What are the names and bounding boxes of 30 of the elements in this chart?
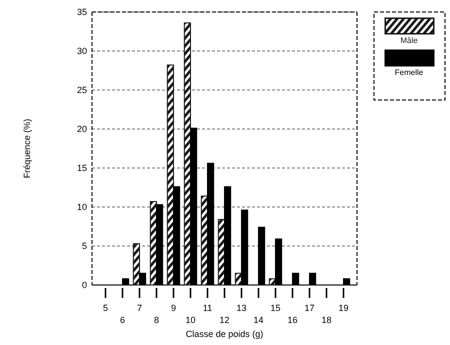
y-axis-title: Fréquence (%) (22, 118, 32, 178)
y-tick-label: 35 (76, 7, 87, 18)
bar (166, 64, 174, 286)
x-tick-label: 15 (270, 303, 281, 313)
x-tick-label: 9 (170, 303, 176, 313)
x-tick-label: 10 (185, 315, 196, 325)
bar (184, 22, 191, 286)
y-tick-label: 10 (76, 202, 87, 212)
y-tick-label: 15 (76, 163, 87, 174)
x-tick-label: 14 (253, 315, 264, 325)
x-tick-label: 8 (154, 315, 160, 325)
text: Mâle (400, 36, 418, 45)
x-tick-label: 6 (120, 315, 126, 325)
x-tick-label: 12 (219, 315, 230, 325)
x-tick-label: 13 (236, 303, 247, 313)
y-tick-label: 30 (76, 46, 87, 56)
x-tick-label: 19 (338, 303, 349, 313)
bar (132, 243, 140, 286)
x-tick-label: 18 (321, 315, 332, 325)
x-tick-label: 17 (304, 303, 315, 313)
x-tick-label: 5 (102, 303, 108, 313)
y-tick-label: 20 (76, 124, 87, 134)
x-tick-label: 16 (287, 315, 298, 325)
y-tick-label: 0 (82, 280, 87, 290)
text: Femelle (394, 68, 424, 77)
x-axis-title: Classe de poids (g) (186, 329, 264, 339)
y-tick-label: 5 (82, 241, 87, 252)
x-tick-label: 7 (136, 303, 142, 313)
x-tick-label: 11 (202, 303, 212, 313)
y-tick-label: 25 (76, 85, 87, 96)
